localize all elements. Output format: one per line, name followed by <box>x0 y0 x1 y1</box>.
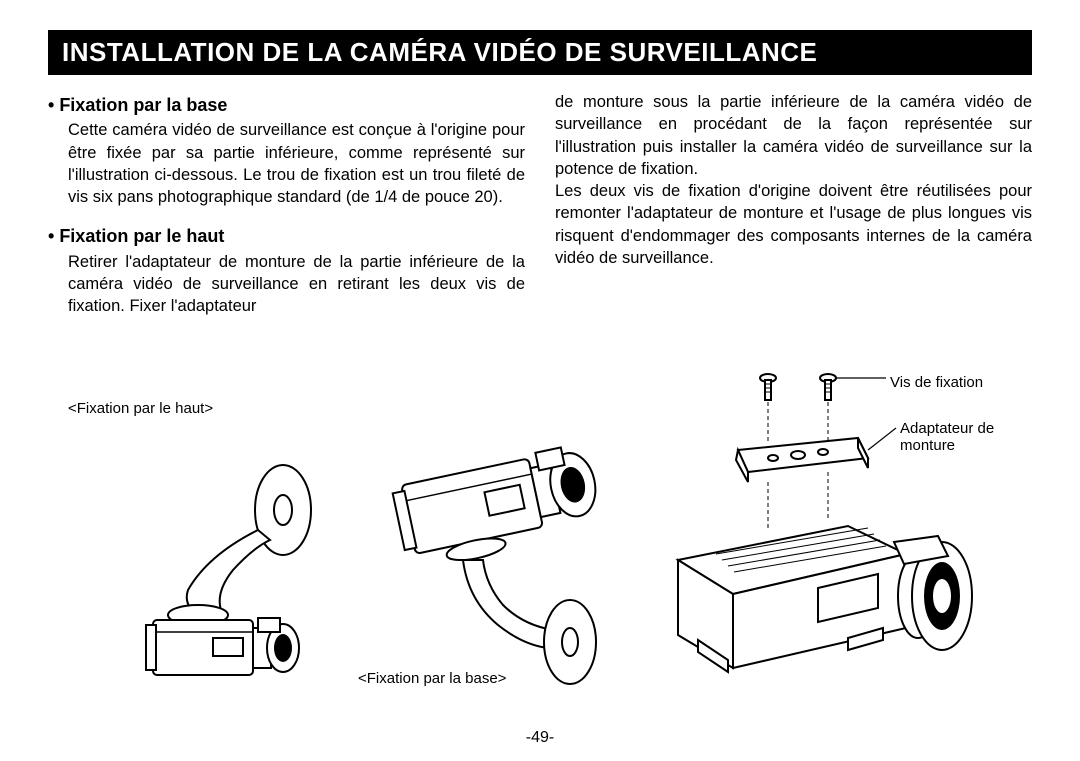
diagram-top-mount <box>58 420 318 710</box>
diagram-area: <Fixation par le haut> <box>48 360 1032 710</box>
caption-top-mount: <Fixation par le haut> <box>68 400 213 417</box>
section2-heading: Fixation par le haut <box>48 224 525 248</box>
rightcol-body2: Les deux vis de fixation d'origine doive… <box>555 180 1032 269</box>
screw-icon <box>760 374 776 400</box>
page-title: INSTALLATION DE LA CAMÉRA VIDÉO DE SURVE… <box>62 37 817 67</box>
screw-icon <box>820 374 836 400</box>
page-title-bar: INSTALLATION DE LA CAMÉRA VIDÉO DE SURVE… <box>48 30 1032 75</box>
text-columns: Fixation par la base Cette caméra vidéo … <box>48 91 1032 317</box>
section1-body: Cette caméra vidéo de surveillance est c… <box>48 119 525 208</box>
diagram-base-mount <box>328 390 628 690</box>
right-column: de monture sous la partie inférieure de … <box>555 91 1032 317</box>
adapter-plate-icon <box>736 438 868 482</box>
left-column: Fixation par la base Cette caméra vidéo … <box>48 91 525 317</box>
rightcol-body1: de monture sous la partie inférieure de … <box>555 91 1032 180</box>
caption-base-mount: <Fixation par la base> <box>358 670 506 687</box>
section2-body: Retirer l'adaptateur de monture de la pa… <box>48 251 525 318</box>
camera-icon <box>678 526 972 672</box>
diagram-exploded <box>618 350 1018 710</box>
section1-heading: Fixation par la base <box>48 93 525 117</box>
label-adapter: Adaptateur de monture <box>900 420 1032 454</box>
page-number: -49- <box>0 729 1080 747</box>
label-screw: Vis de fixation <box>890 374 983 391</box>
